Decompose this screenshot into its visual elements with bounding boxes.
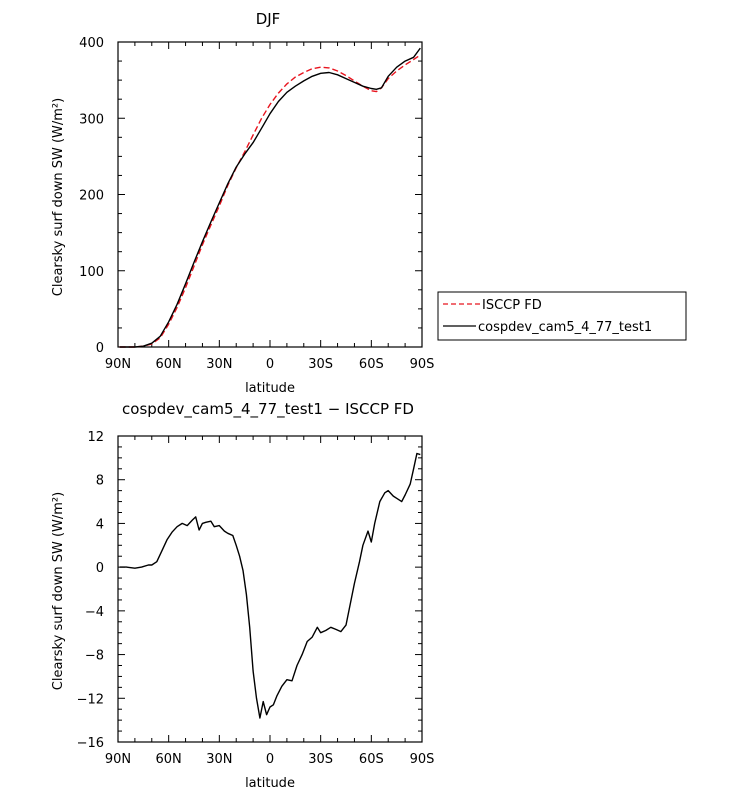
top-chart-y-tick-label: 0: [96, 341, 104, 356]
top-chart-x-tick-label: 60S: [359, 357, 384, 372]
bottom-chart-x-tick-label: 60N: [156, 752, 182, 767]
bottom-chart-plot-frame: [117, 435, 423, 743]
top-chart-series-line-1: [119, 54, 421, 348]
top-chart-x-tick-label: 60N: [156, 357, 182, 372]
top-chart-x-tick-label: 30S: [308, 357, 333, 372]
legend-box: [437, 291, 687, 341]
top-chart-series: [119, 47, 421, 348]
top-chart-y-ticks: 0 100 200 300 400: [79, 36, 422, 356]
legend-label-isccp-fd: ISCCP FD: [482, 298, 542, 313]
bottom-chart-x-tick-label: 0: [266, 752, 274, 767]
bottom-chart-x-tick-label: 90N: [105, 752, 131, 767]
top-chart-x-tick-label: 90S: [410, 357, 435, 372]
bottom-chart-y-tick-label: 0: [96, 561, 104, 576]
bottom-chart-series: [119, 452, 421, 719]
top-chart-x-axis-label: latitude: [245, 381, 295, 396]
bottom-chart-x-tick-label: 90S: [410, 752, 435, 767]
bottom-chart-x-ticks: 90N 60N 30N 0 30S 60S 90S: [105, 436, 435, 767]
bottom-chart-title: cospdev_cam5_4_77_test1 − ISCCP FD: [122, 400, 414, 419]
bottom-chart-y-tick-label: −16: [77, 736, 104, 751]
bottom-chart-y-tick-label: 8: [96, 474, 104, 489]
top-chart-y-tick-label: 100: [79, 265, 104, 280]
bottom-chart-x-tick-label: 30N: [206, 752, 232, 767]
top-chart-x-tick-label: 90N: [105, 357, 131, 372]
top-chart-plot-frame: [117, 41, 423, 348]
top-chart-y-tick-label: 300: [79, 112, 104, 127]
bottom-chart-x-tick-label: 30S: [308, 752, 333, 767]
top-chart-series-line-2: [119, 47, 421, 348]
top-chart-x-tick-label: 30N: [206, 357, 232, 372]
top-chart-legend: ISCCP FD cospdev_cam5_4_77_test1: [437, 291, 687, 341]
bottom-chart-y-tick-label: −4: [85, 605, 104, 620]
bottom-chart-x-tick-label: 60S: [359, 752, 384, 767]
top-chart-y-tick-label: 400: [79, 36, 104, 51]
top-chart-title: DJF: [256, 10, 281, 28]
top-chart-y-tick-label: 200: [79, 189, 104, 204]
top-chart-x-tick-label: 0: [266, 357, 274, 372]
top-chart-y-axis-label: Clearsky surf down SW (W/m²): [51, 98, 66, 296]
top-chart-panel: DJF 90N 60N 30N 0 30S 60S 90S 0 100 200 300 400 la…: [51, 10, 687, 396]
bottom-chart-y-ticks: 12 8 4 0 −4 −8 −12 −16: [77, 430, 422, 751]
bottom-chart-y-tick-label: 4: [96, 517, 104, 532]
top-chart-x-ticks: 90N 60N 30N 0 30S 60S 90S: [105, 42, 435, 372]
bottom-chart-y-tick-label: −12: [77, 692, 104, 707]
legend-label-cospdev: cospdev_cam5_4_77_test1: [478, 320, 652, 335]
bottom-chart-panel: cospdev_cam5_4_77_test1 − ISCCP FD 90N 60…: [51, 400, 434, 791]
bottom-chart-y-tick-label: −8: [85, 649, 104, 664]
bottom-chart-y-axis-label: Clearsky surf down SW (W/m²): [51, 492, 66, 690]
bottom-chart-x-axis-label: latitude: [245, 776, 295, 791]
bottom-chart-series-line-1: [119, 452, 421, 719]
bottom-chart-y-tick-label: 12: [87, 430, 104, 445]
